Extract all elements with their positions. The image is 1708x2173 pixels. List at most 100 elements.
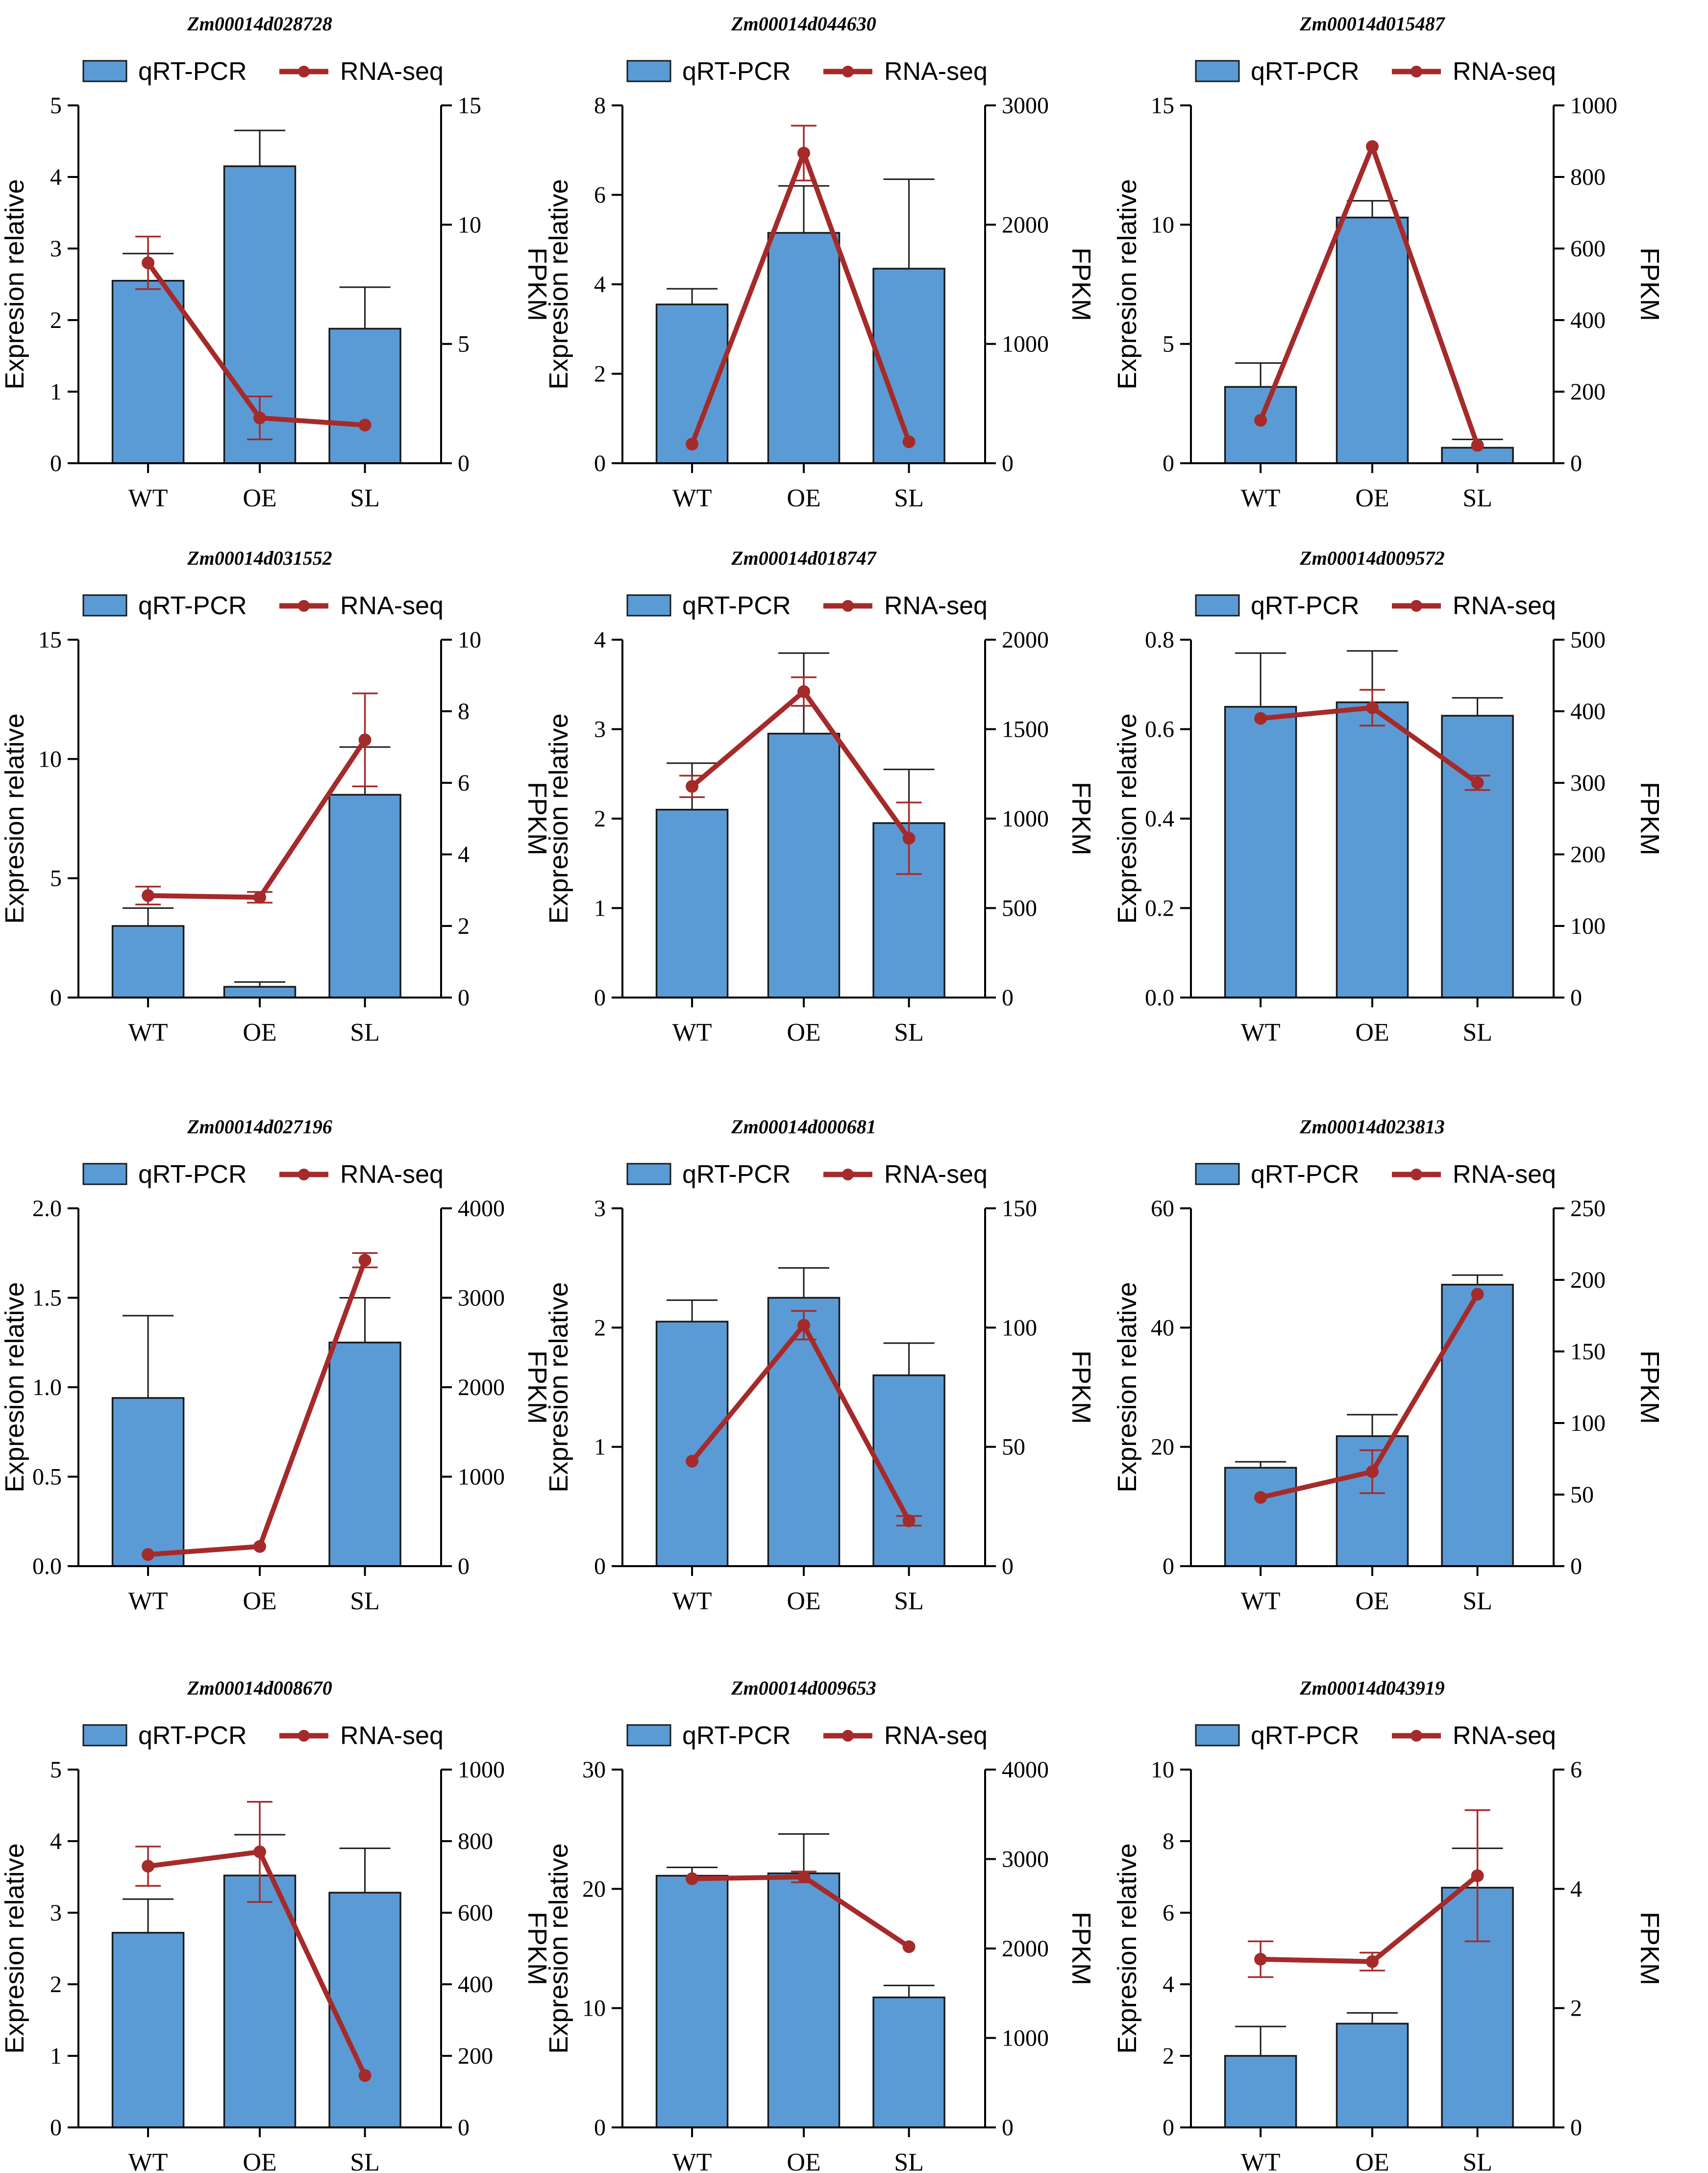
y-tick-label: 2 bbox=[50, 1972, 62, 1998]
legend-line-label: RNA-seq bbox=[1453, 1160, 1556, 1189]
y2-tick-label: 50 bbox=[1570, 1482, 1594, 1508]
x-tick-label: WT bbox=[128, 1019, 168, 1047]
line-point bbox=[686, 1454, 699, 1468]
y-tick-label: 1 bbox=[594, 1434, 606, 1460]
chart-panel: Zm00014d009653 qRT-PCR RNA-seq 0 10 20 30 0 1000… bbox=[544, 1677, 1096, 2173]
y-axis-label: Expresion relative bbox=[1113, 1282, 1142, 1492]
line-point bbox=[686, 438, 699, 451]
y2-tick-label: 8 bbox=[458, 699, 470, 724]
y2-tick-label: 10 bbox=[458, 627, 481, 653]
bar bbox=[1336, 216, 1409, 464]
legend-bar-label: qRT-PCR bbox=[682, 592, 791, 620]
line-point bbox=[902, 435, 916, 449]
legend-line-marker bbox=[1411, 1169, 1422, 1180]
bar bbox=[655, 1874, 729, 2128]
line-point bbox=[253, 1540, 266, 1553]
legend-bar-swatch bbox=[82, 1724, 127, 1747]
bar bbox=[655, 1321, 729, 1567]
legend-bar-label: qRT-PCR bbox=[682, 1722, 791, 1750]
y2-tick-label: 0 bbox=[1002, 450, 1014, 476]
chart-title: Zm00014d015487 bbox=[1299, 13, 1446, 35]
y-tick-label: 2 bbox=[1163, 2043, 1174, 2069]
y-axis-label: Expresion relative bbox=[0, 1282, 29, 1492]
line-point bbox=[797, 1871, 810, 1883]
y2-tick-label: 200 bbox=[1570, 379, 1606, 405]
legend-bar-swatch bbox=[1195, 60, 1240, 82]
bar bbox=[1336, 701, 1409, 999]
line-point bbox=[797, 685, 810, 698]
y2-tick-label: 1500 bbox=[1002, 717, 1049, 743]
y-tick-label: 20 bbox=[1151, 1434, 1174, 1460]
bar bbox=[328, 327, 401, 464]
bar bbox=[328, 794, 401, 999]
y2-tick-label: 2 bbox=[1570, 1996, 1582, 2022]
line-point bbox=[142, 889, 155, 902]
legend-bar-swatch bbox=[626, 1724, 671, 1747]
y2-axis-label: FPKM bbox=[522, 248, 552, 321]
line-point bbox=[358, 419, 371, 432]
legend-bar-label: qRT-PCR bbox=[1251, 57, 1360, 86]
y2-tick-label: 4000 bbox=[458, 1196, 505, 1222]
y-tick-label: 2 bbox=[50, 307, 62, 333]
y-tick-label: 10 bbox=[1151, 212, 1174, 238]
y-tick-label: 3 bbox=[594, 717, 606, 743]
legend-bar-label: qRT-PCR bbox=[1251, 1160, 1360, 1189]
legend-line-marker bbox=[298, 1169, 310, 1180]
y-tick-label: 5 bbox=[50, 93, 62, 119]
bar bbox=[111, 1932, 185, 2128]
y-tick-label: 8 bbox=[1163, 1828, 1174, 1854]
y-tick-label: 6 bbox=[1163, 1900, 1174, 1926]
y2-tick-label: 2000 bbox=[458, 1374, 505, 1400]
y2-tick-label: 6 bbox=[1570, 1757, 1582, 1783]
line-point bbox=[358, 2069, 371, 2082]
y2-tick-label: 100 bbox=[1570, 913, 1606, 939]
x-tick-label: WT bbox=[128, 484, 168, 512]
y-axis-label: Expresion relative bbox=[1113, 179, 1142, 389]
y2-axis-label: FPKM bbox=[522, 1912, 552, 1985]
x-tick-label: WT bbox=[672, 2148, 712, 2173]
legend-line-label: RNA-seq bbox=[340, 1722, 444, 1750]
y2-tick-label: 300 bbox=[1570, 770, 1606, 796]
x-tick-label: SL bbox=[894, 2148, 924, 2173]
y2-axis-label: FPKM bbox=[1635, 1350, 1664, 1424]
line-point bbox=[1366, 701, 1379, 714]
legend-line-label: RNA-seq bbox=[884, 57, 988, 86]
y-axis-label: Expresion relative bbox=[0, 713, 29, 924]
y-tick-label: 4 bbox=[50, 1828, 62, 1854]
y2-axis-label: FPKM bbox=[1635, 248, 1664, 321]
y2-tick-label: 0 bbox=[1002, 2115, 1014, 2141]
y2-axis-label: FPKM bbox=[1066, 782, 1096, 855]
y2-tick-label: 400 bbox=[1570, 699, 1606, 724]
chart-title: Zm00014d018747 bbox=[731, 547, 877, 569]
y-tick-label: 0 bbox=[50, 2115, 62, 2141]
y2-tick-label: 5 bbox=[458, 331, 470, 357]
y-tick-label: 1 bbox=[50, 379, 62, 405]
bar bbox=[328, 1892, 401, 2128]
legend-line-marker bbox=[298, 1730, 310, 1742]
y2-tick-label: 10 bbox=[458, 212, 481, 238]
y2-axis-label: FPKM bbox=[1066, 1912, 1096, 1985]
x-tick-label: WT bbox=[1241, 484, 1281, 512]
line-point bbox=[358, 733, 371, 747]
chart-title: Zm00014d009653 bbox=[731, 1677, 876, 1699]
legend-bar-label: qRT-PCR bbox=[682, 1160, 791, 1189]
y-axis-label: Expresion relative bbox=[544, 1282, 573, 1492]
bar bbox=[111, 279, 185, 464]
line-point bbox=[1254, 1491, 1267, 1504]
y2-tick-label: 150 bbox=[1002, 1196, 1037, 1222]
x-tick-label: WT bbox=[1241, 1587, 1281, 1615]
y2-tick-label: 600 bbox=[1570, 236, 1606, 262]
line-point bbox=[686, 780, 699, 793]
x-tick-label: OE bbox=[243, 1019, 276, 1047]
chart-panel: Zm00014d043919 qRT-PCR RNA-seq 0 2 4 6 8 10 0 2 4 6 W… bbox=[1113, 1677, 1664, 2173]
x-tick-label: OE bbox=[1355, 484, 1389, 512]
x-tick-label: WT bbox=[672, 1587, 712, 1615]
legend-bar-label: qRT-PCR bbox=[138, 1722, 247, 1750]
x-tick-label: SL bbox=[350, 484, 380, 512]
line-point bbox=[1366, 1465, 1379, 1478]
y-tick-label: 10 bbox=[38, 746, 62, 772]
x-tick-label: OE bbox=[243, 2148, 276, 2173]
y-tick-label: 0.0 bbox=[1145, 985, 1174, 1011]
y2-axis-label: FPKM bbox=[1066, 248, 1096, 321]
y-axis-label: Expresion relative bbox=[0, 179, 29, 389]
